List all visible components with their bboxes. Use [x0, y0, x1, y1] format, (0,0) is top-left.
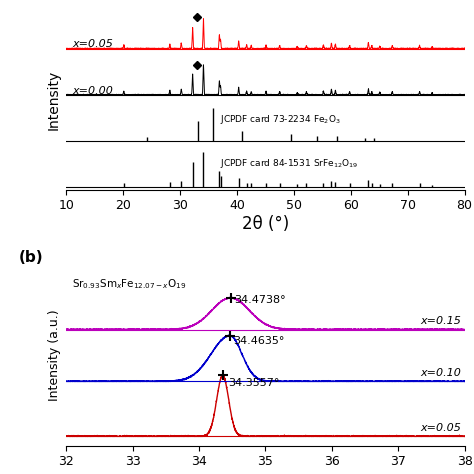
Text: 34.3557°: 34.3557° — [228, 378, 279, 388]
Text: JCPDF card 73-2234 Fe$_2$O$_3$: JCPDF card 73-2234 Fe$_2$O$_3$ — [220, 113, 341, 126]
Text: x=0.05: x=0.05 — [72, 39, 113, 49]
Text: x=0.05: x=0.05 — [420, 423, 461, 433]
Text: x=0.10: x=0.10 — [420, 368, 461, 378]
Text: 34.4738°: 34.4738° — [234, 295, 285, 305]
Text: x=0.15: x=0.15 — [420, 317, 461, 327]
Text: x=0.00: x=0.00 — [72, 86, 113, 96]
Y-axis label: Intensity: Intensity — [47, 70, 61, 130]
Y-axis label: Intensity (a.u.): Intensity (a.u.) — [48, 310, 61, 401]
Text: JCPDF card 84-1531 SrFe$_{12}$O$_{19}$: JCPDF card 84-1531 SrFe$_{12}$O$_{19}$ — [220, 157, 358, 170]
Text: Sr$_{0.93}$Sm$_x$Fe$_{12.07-x}$O$_{19}$: Sr$_{0.93}$Sm$_x$Fe$_{12.07-x}$O$_{19}$ — [72, 277, 186, 291]
X-axis label: 2θ (°): 2θ (°) — [242, 215, 289, 233]
Text: (b): (b) — [18, 250, 43, 265]
Text: 34.4635°: 34.4635° — [233, 336, 284, 346]
